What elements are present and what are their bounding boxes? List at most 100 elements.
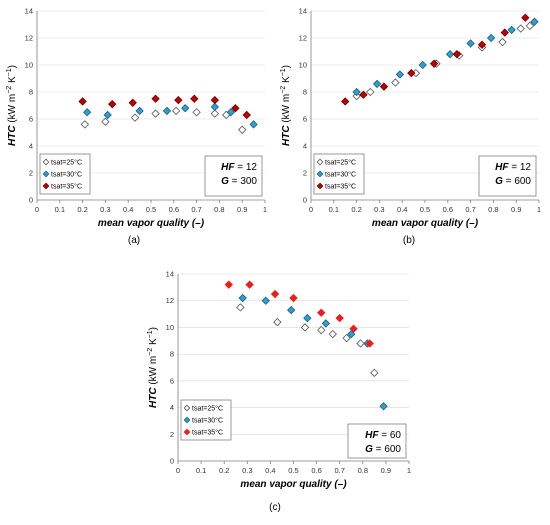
condition-label: HF = 60 [365,430,401,441]
data-point [477,40,487,49]
data-point [445,50,455,59]
x-tick-label: 0.7 [465,205,475,214]
condition-value: 12 [520,162,532,173]
y-tick-label: 2 [303,169,307,178]
legend-label: tsat=30°C [51,171,82,179]
data-point [78,97,87,106]
x-tick-label: 0.9 [237,205,247,214]
data-point [407,68,416,78]
data-point [500,28,509,37]
y-axis-label-prefix: HTC [7,125,18,146]
legend-marker [316,158,324,166]
data-point [379,402,388,411]
data-point [300,323,310,332]
legend-marker [316,170,324,178]
y-tick-label: 14 [25,7,33,16]
x-tick-label: 0.5 [288,466,298,475]
data-point [365,339,374,348]
condition-eq: = [378,430,389,441]
data-point [130,113,140,122]
panel-caption: (b) [403,235,415,246]
y-tick-label: 2 [29,169,33,178]
condition-eq: = [373,444,384,455]
chart-panel-a: 0 2 4 6 8 10 12 14 0 0.1 0.2 0.3 0.4 0.5 0.6 0.7 0.8 0.9 1… [6,7,267,247]
legend-label: tsat=35°C [325,183,356,191]
data-point [103,110,112,120]
legend-label: tsat=35°C [51,183,82,191]
x-tick-label: 0.1 [329,205,339,214]
x-tick-label: 0.8 [358,466,368,475]
series-2 [341,13,530,106]
data-point [171,106,181,116]
data-point [82,108,92,117]
y-tick-label: 14 [166,270,174,279]
series-2 [78,94,251,120]
data-point [486,33,496,43]
condition-value: 300 [240,176,257,187]
y-tick-label: 6 [303,115,307,124]
y-tick-label: 4 [170,403,174,412]
condition-label: HF = 12 [221,162,257,173]
x-tick-label: 0.7 [191,205,201,214]
condition-name: HF [365,430,379,441]
series-2 [224,280,374,348]
legend-label: tsat=30°C [192,417,223,425]
data-point [249,120,258,129]
data-point [270,289,280,299]
y-axis-label-unit: (kW m [148,356,159,388]
y-axis-label: HTC (kW m−2 K−1) [147,327,159,408]
data-point [151,94,160,103]
data-point [210,102,220,112]
panel-caption: (a) [128,235,140,246]
y-axis-label-mid: K [281,76,292,86]
data-point [238,125,247,134]
condition-label: HF = 12 [495,162,531,173]
data-point [452,50,462,59]
legend-marker [316,182,324,190]
x-tick-label: 1 [537,205,541,214]
data-point [525,21,535,31]
x-tick-label: 0.5 [146,205,156,214]
data-point [498,37,507,47]
series-1 [82,102,258,129]
x-tick-label: 0.6 [169,205,179,214]
legend-label: tsat=35°C [192,429,223,437]
x-tick-label: 0.3 [374,205,384,214]
legend-label: tsat=25°C [192,405,223,413]
data-point [80,120,90,129]
y-tick-label: 0 [170,457,174,466]
x-tick-label: 1 [263,205,267,214]
data-point [379,82,389,91]
y-axis-label: HTC (kW m−2 K−1) [6,65,18,146]
data-point [429,59,439,68]
x-axis-label: mean vapor quality (–) [98,218,205,229]
legend-marker [42,182,50,190]
data-point [135,106,144,116]
data-point [287,305,296,315]
data-point [466,39,475,48]
x-tick-label: 0.1 [55,205,65,214]
x-tick-label: 0.8 [214,205,224,214]
condition-value: 12 [246,162,258,173]
y-axis-label-close: ) [148,327,159,330]
legend-marker [183,416,191,424]
y-tick-label: 12 [166,296,174,305]
data-point [516,24,525,33]
condition-box [204,155,263,197]
condition-value: 600 [514,176,531,187]
y-axis-label-prefix: HTC [281,125,292,146]
x-tick-label: 1 [407,466,411,475]
condition-eq: = [503,176,514,187]
y-tick-label: 6 [170,376,174,385]
data-point [521,13,530,22]
data-point [245,280,254,289]
data-point [317,325,326,335]
y-axis-label-unit: (kW m [7,94,18,126]
series-0 [80,106,247,134]
y-axis-label-prefix: HTC [148,387,159,408]
data-point [418,60,427,70]
data-point [231,104,240,113]
data-point [391,78,400,87]
x-tick-label: 0.3 [242,466,252,475]
y-tick-label: 4 [303,142,307,151]
